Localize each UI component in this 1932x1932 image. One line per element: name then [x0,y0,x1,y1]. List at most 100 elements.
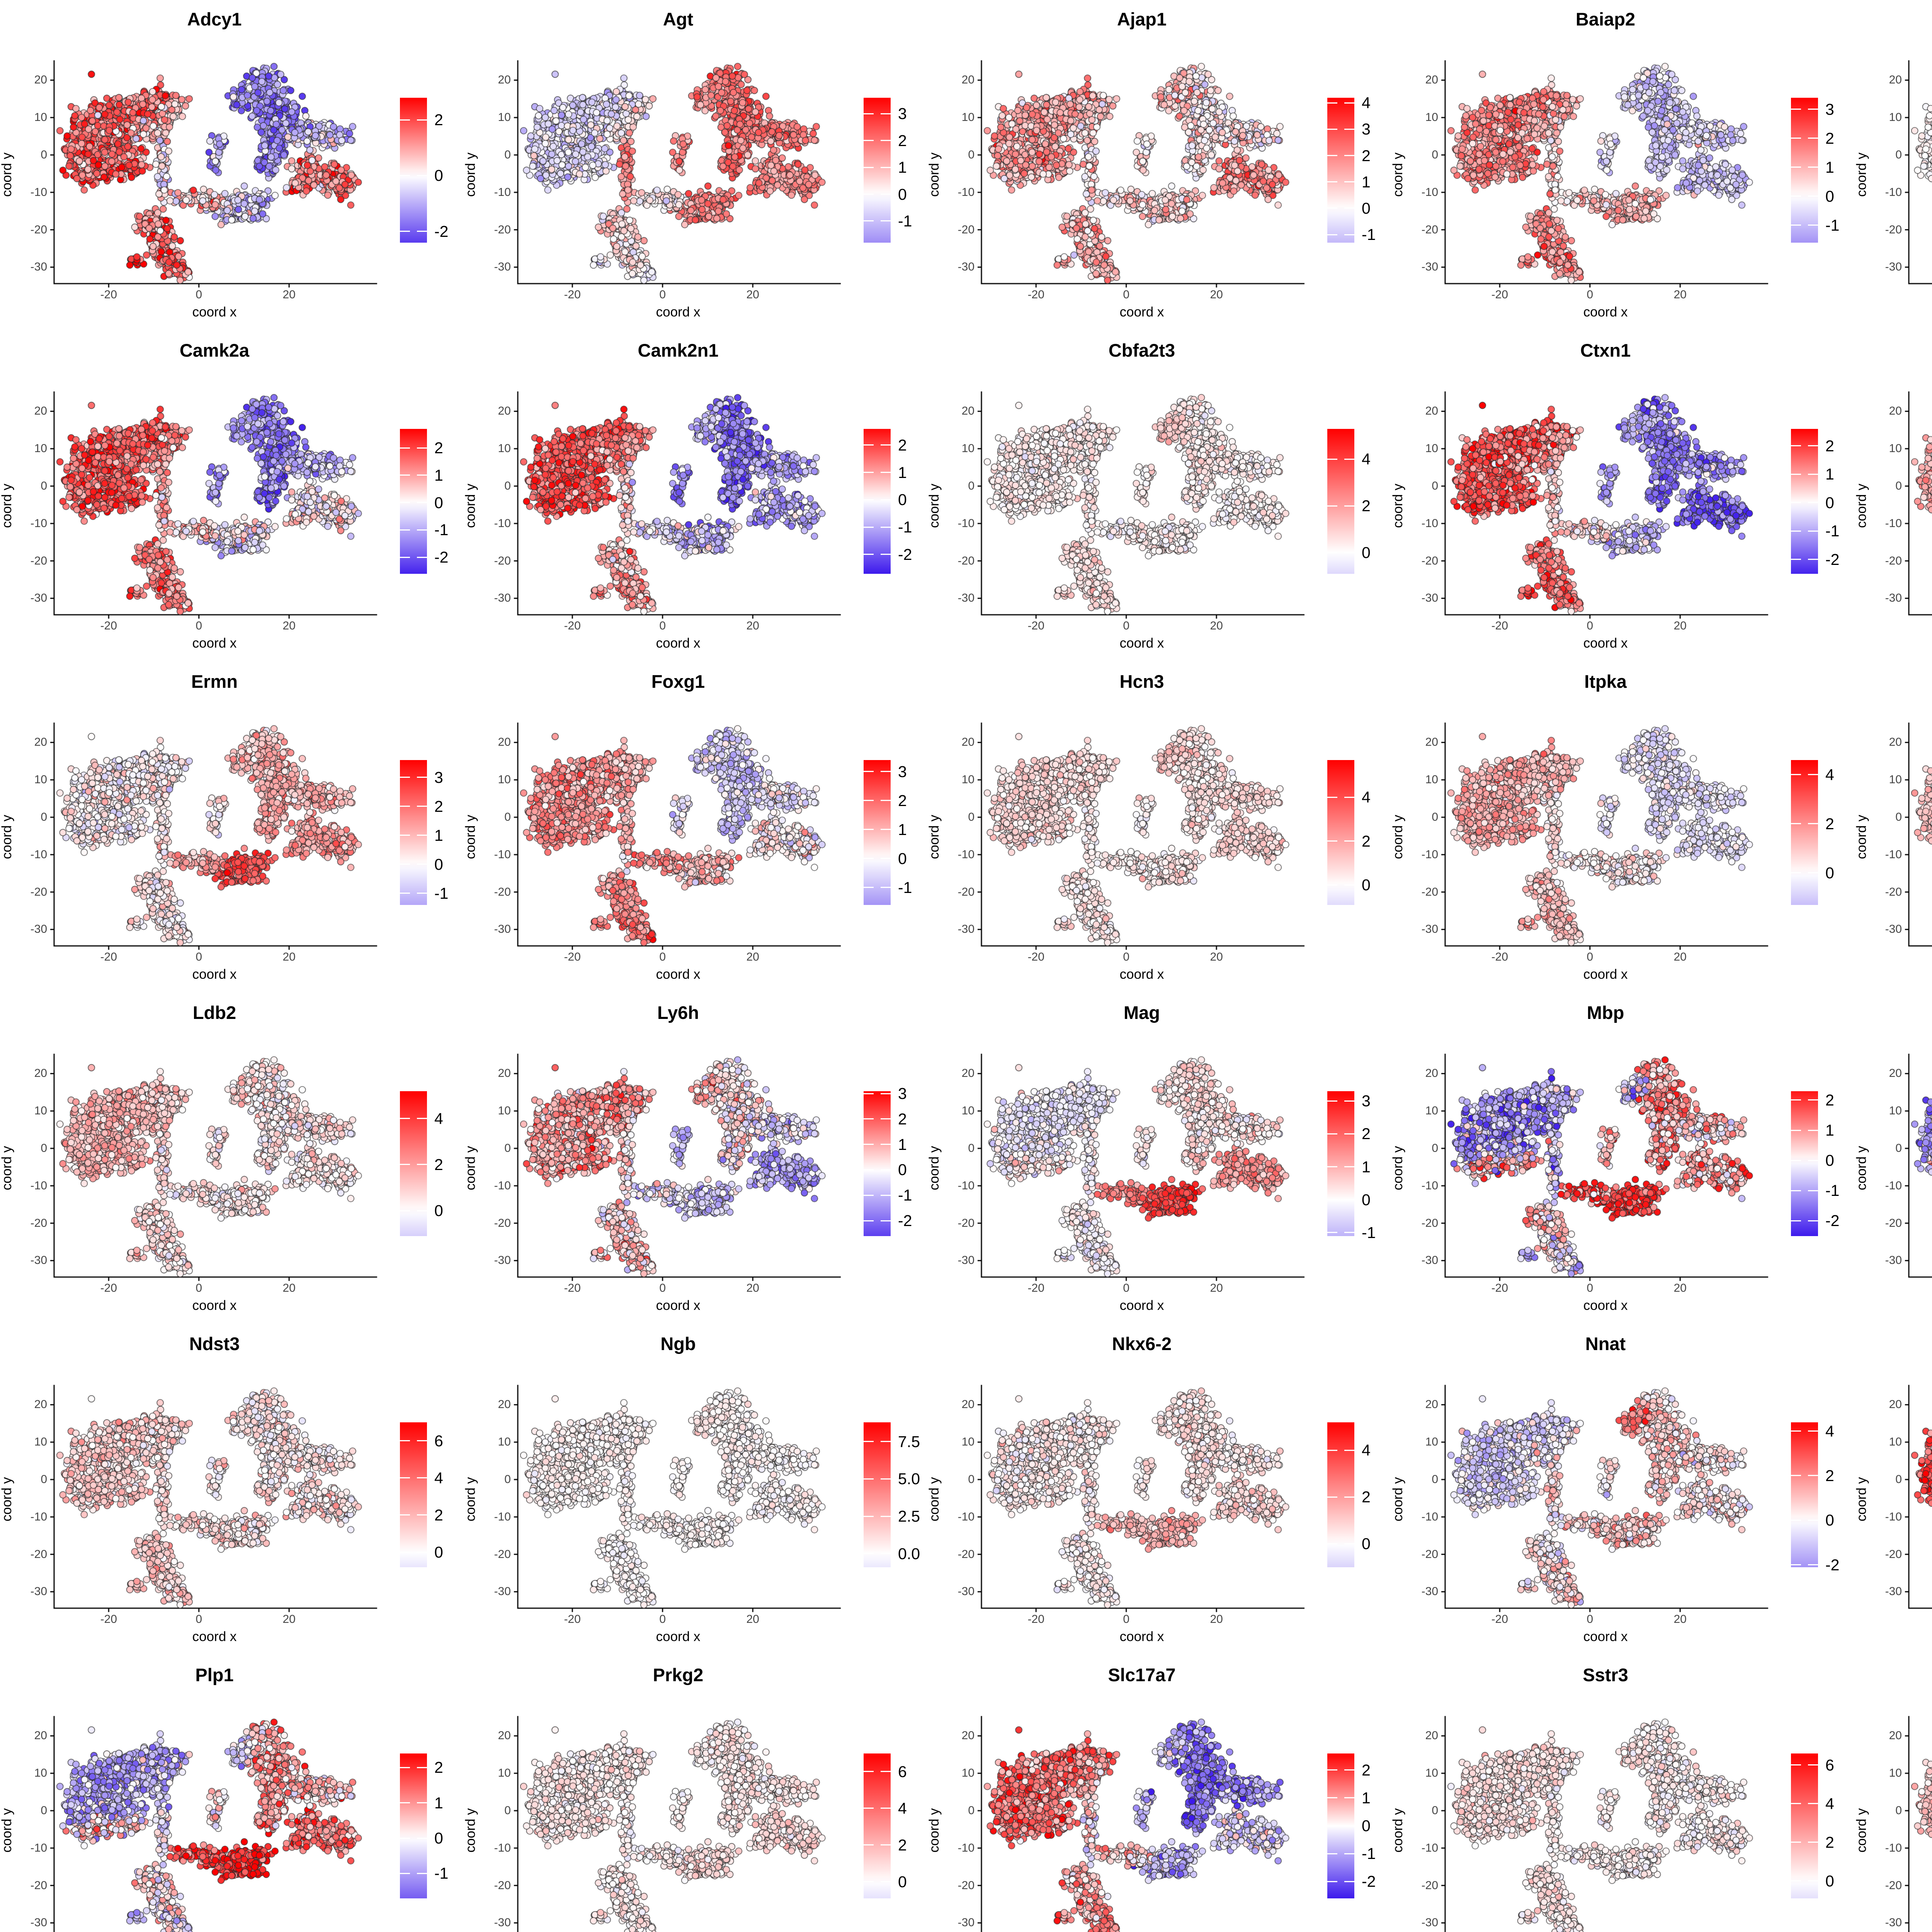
scatter-canvas-Ngb [464,1325,927,1656]
y-tick-label: -30 [494,260,511,274]
colorbar-tick [864,1441,874,1442]
y-tick-label: -10 [1885,1841,1902,1854]
colorbar-label: 7.5 [898,1432,920,1451]
x-axis-label: coord x [192,967,237,982]
x-tick-label: 0 [659,288,666,301]
scatter-canvas-Nnat [1391,1325,1855,1656]
colorbar-tick [864,1144,874,1145]
panel-title-Mbp: Mbp [1587,1002,1624,1023]
y-tick-label: -30 [1885,1916,1902,1929]
colorbar-tick [864,220,874,222]
y-tick-label: 10 [498,442,511,455]
colorbar-tick [400,502,410,503]
y-tick-label: 0 [1432,1473,1438,1486]
colorbar-tick [417,447,427,449]
panel-title-Baiap3: Baiap3 [1909,9,1932,30]
y-tick-label: -10 [494,517,511,530]
colorbar-label: -1 [1825,1182,1840,1200]
colorbar-label: -2 [434,222,449,240]
y-tick-label: -20 [30,1216,47,1230]
x-tick-label: 20 [746,619,759,632]
y-tick-label: 10 [1425,1104,1438,1117]
y-tick-label: 10 [1889,1767,1902,1780]
colorbar-label: 0 [1362,876,1371,894]
colorbar-tick [1344,796,1354,798]
x-axis-label: coord x [192,1298,237,1313]
colorbar-tick [1344,181,1354,183]
y-tick-label: -30 [1421,1916,1438,1929]
colorbar-label: 6 [898,1762,907,1781]
y-tick-label: 0 [968,1804,975,1817]
y-tick-label: -30 [957,260,975,274]
colorbar-tick [417,835,427,836]
y-tick-label: 20 [1889,73,1902,87]
colorbar-tick [1327,1232,1337,1233]
y-tick-label: 10 [1889,111,1902,124]
x-axis-label: coord x [1119,967,1164,982]
panel-Ctxn1: Ctxn1 coord y coord x 20 10 0 -10 -20 -30 -20 0 20 2… [1390,331,1855,662]
y-tick-label: 20 [1425,405,1438,418]
x-axis-label: coord x [192,1629,237,1644]
colorbar-tick [1791,1764,1801,1765]
scatter-canvas-Adcy1 [0,0,464,331]
y-tick-label: -30 [30,1916,47,1929]
colorbar-label: 2 [1362,832,1371,850]
colorbar-Ly6h [864,1091,891,1236]
y-tick-label: 0 [41,1473,47,1486]
panel-Adcy1: Adcy1 coord y coord x 20 10 0 -10 -20 -30 -20 0 20 2… [0,0,464,331]
x-tick-label: -20 [564,1282,581,1294]
panel-title-Ajap1: Ajap1 [1117,9,1167,29]
colorbar-label: 1 [1362,1158,1371,1176]
x-tick-label: 0 [1587,288,1594,301]
colorbar-tick [1808,224,1818,226]
x-axis-label: coord x [1909,1298,1932,1313]
colorbar-label: 0 [898,1161,907,1179]
colorbar-tick [1808,1190,1818,1191]
colorbar-tick [1344,458,1354,460]
colorbar-tick [1327,1449,1337,1451]
panel-Nnat: Nnat coord y coord x 20 10 0 -10 -20 -30 -20 0 20 4 2… [1390,1325,1855,1656]
y-tick-label: -10 [1421,848,1438,861]
colorbar-tick [881,220,891,222]
y-tick-label: -10 [1885,1179,1902,1192]
y-tick-label: 20 [498,73,511,87]
y-tick-label: 10 [34,773,47,786]
panel-Nkx6-2: Nkx6-2 coord y coord x 20 10 0 -10 -20 -30 -20 0 20… [927,1325,1391,1656]
x-axis-label: coord x [656,1298,701,1313]
x-axis-label: coord x [1909,1629,1932,1645]
colorbar-Cbfa2t3 [1327,429,1354,574]
y-tick-label: -20 [957,554,975,567]
scatter-canvas-Slc17a7 [927,1656,1391,1932]
colorbar-label: 4 [434,1109,443,1128]
y-tick-label: 0 [1895,148,1902,162]
scatter-canvas-Camk2n1 [464,331,927,662]
y-tick-label: 10 [1889,442,1902,455]
x-axis-label: coord x [192,636,237,651]
colorbar-tick [1808,559,1818,560]
y-tick-label: -30 [494,923,511,936]
y-tick-label: -10 [494,185,511,199]
y-tick-label: 10 [961,1104,975,1117]
colorbar-tick [417,231,427,232]
colorbar-label: 4 [898,1799,907,1817]
colorbar-label: 2 [1362,1761,1371,1779]
panel-title-Mag: Mag [1124,1002,1160,1023]
colorbar-label: 0 [1362,199,1371,217]
x-axis-label: coord x [1909,304,1932,320]
colorbar-tick [1344,840,1354,842]
y-tick-label: -10 [1421,1841,1438,1854]
colorbar-label: 0 [1825,1872,1834,1890]
y-tick-label: -30 [30,1254,47,1267]
y-tick-label: 0 [1895,1142,1902,1155]
colorbar-tick [400,1837,410,1839]
colorbar-label: 1 [1362,1789,1371,1807]
y-tick-label: -10 [30,1179,47,1192]
colorbar-tick [417,1837,427,1839]
colorbar-label: -1 [898,1186,912,1204]
colorbar-tick [864,1169,874,1170]
colorbar-tick [400,835,410,836]
colorbar-tick [1808,138,1818,139]
colorbar-tick [400,231,410,232]
colorbar-tick [1808,872,1818,874]
